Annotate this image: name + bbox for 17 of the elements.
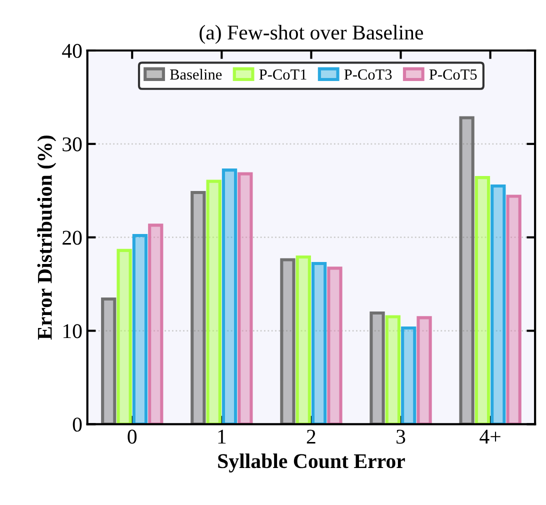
y-tick-label: 0 bbox=[72, 418, 82, 432]
x-tick-label: 0 bbox=[128, 430, 137, 444]
y-tick-label: 30 bbox=[62, 137, 82, 152]
y-tick-label: 40 bbox=[62, 44, 82, 58]
legend-label: P-CoT5 bbox=[429, 69, 477, 80]
legend-label: P-CoT1 bbox=[259, 69, 306, 80]
chart-title: (a) Few-shot over Baseline bbox=[200, 24, 424, 44]
legend-label: Baseline bbox=[170, 68, 222, 80]
y-tick-label: 10 bbox=[64, 324, 82, 338]
legend-label: P-CoT3 bbox=[344, 69, 392, 80]
x-axis-title: Syllable Count Error bbox=[218, 454, 405, 472]
x-tick-label: 1 bbox=[218, 430, 226, 444]
x-tick-label: 3 bbox=[396, 430, 406, 444]
x-tick-label: 2 bbox=[306, 430, 316, 444]
y-tick-label: 20 bbox=[62, 230, 82, 245]
x-tick-label: 4+ bbox=[480, 430, 500, 444]
y-axis-title: Error Distribution (%) bbox=[37, 136, 56, 340]
